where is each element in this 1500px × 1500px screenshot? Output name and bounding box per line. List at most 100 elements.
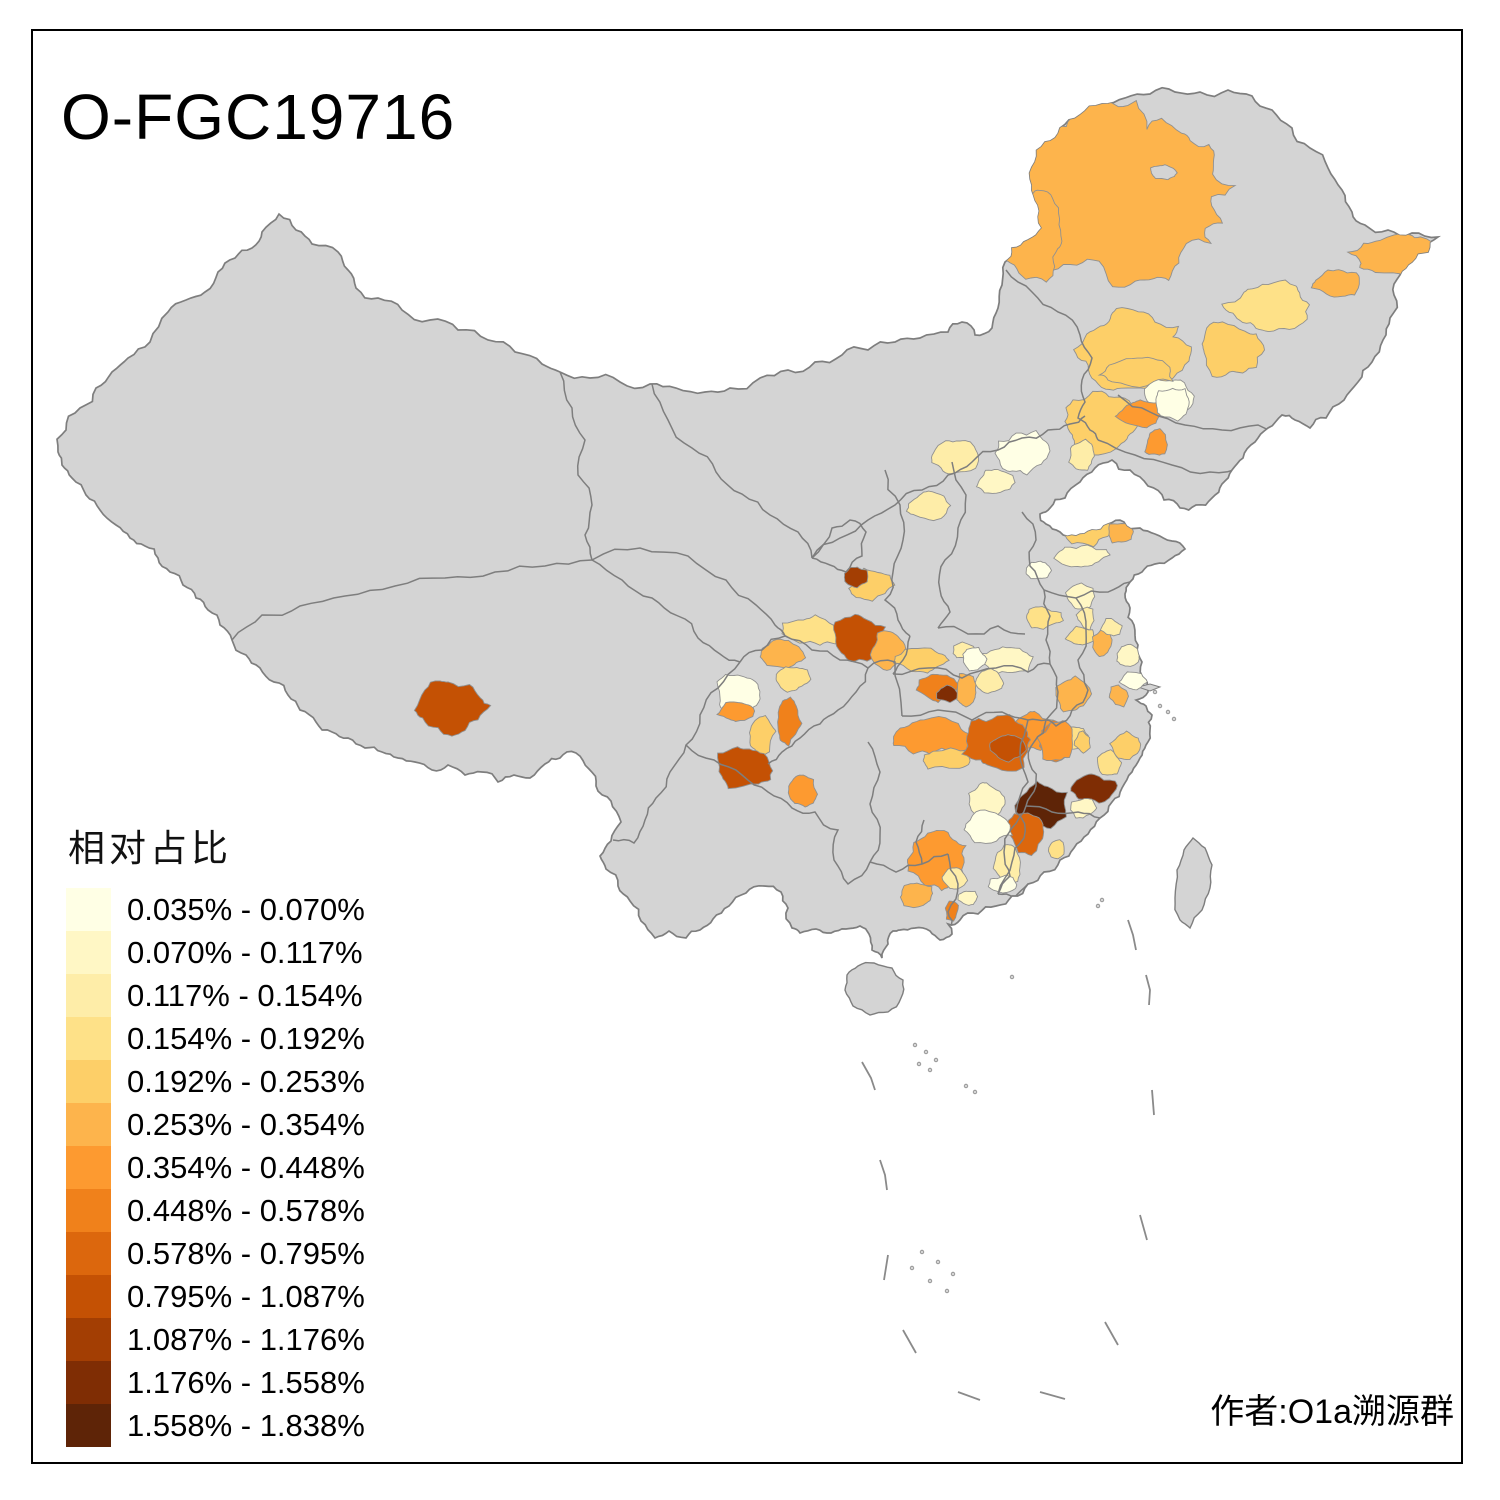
region-lhasa [413, 680, 492, 737]
region-suihua [1221, 279, 1311, 333]
legend-swatch [66, 1060, 111, 1103]
region-chengdu [716, 701, 756, 722]
sea-islet [1171, 716, 1177, 722]
region-longnan [775, 666, 812, 693]
region-changsha-core [989, 734, 1027, 763]
legend-swatch [66, 1103, 111, 1146]
legend-swatch [66, 1318, 111, 1361]
region-nantong [1064, 625, 1097, 646]
legend-item: 1.176% - 1.558% [66, 1361, 365, 1404]
region-hulun-lake [1149, 164, 1178, 181]
legend-label: 1.558% - 1.838% [127, 1407, 365, 1443]
region-shenyang [1155, 387, 1190, 422]
legend-label: 0.795% - 1.087% [127, 1278, 365, 1314]
legend-item: 0.578% - 0.795% [66, 1232, 365, 1275]
legend-label: 1.176% - 1.558% [127, 1364, 365, 1400]
region-zhangjiakou [931, 440, 980, 475]
legend-label: 0.354% - 0.448% [127, 1149, 365, 1185]
legend-label: 0.117% - 0.154% [127, 977, 363, 1013]
legend-item: 0.795% - 1.087% [66, 1275, 365, 1318]
legend-swatch [66, 1232, 111, 1275]
region-tongliao-south [1097, 356, 1174, 388]
prefecture-regions [413, 99, 1438, 922]
sea-islet [1157, 703, 1163, 709]
region-wuhu [1116, 643, 1140, 667]
legend-label: 0.253% - 0.354% [127, 1106, 365, 1142]
region-chenzhou [963, 809, 1014, 844]
region-tongchuan [843, 566, 869, 589]
region-putian [1047, 839, 1065, 860]
taiwan-island [1174, 836, 1213, 930]
legend-swatch [66, 1361, 111, 1404]
legend-swatch [66, 931, 111, 974]
chongming-island [1136, 683, 1162, 692]
legend-item: 1.087% - 1.176% [66, 1318, 365, 1361]
sea-islet [909, 1265, 915, 1271]
author-credit: 作者:O1a溯源群 [1210, 1393, 1454, 1431]
legend-item: 0.117% - 0.154% [66, 974, 365, 1017]
region-wuzhou [957, 890, 979, 906]
region-xinzhou [905, 490, 952, 522]
legend-item: 0.192% - 0.253% [66, 1060, 365, 1103]
region-songyuan [1201, 321, 1265, 378]
sea-islet [1152, 689, 1158, 695]
legend-swatch [66, 974, 111, 1017]
legend-item: 1.558% - 1.838% [66, 1404, 365, 1447]
region-fuzhou [1070, 798, 1098, 819]
legend-swatch [66, 1189, 111, 1232]
region-fuzhou-jiangxi [1073, 730, 1091, 754]
legend-item: 0.035% - 0.070% [66, 888, 365, 931]
sea-islet [927, 1278, 933, 1284]
legend-label: 0.578% - 0.795% [127, 1235, 365, 1271]
sea-islet [963, 1083, 969, 1089]
region-chaoyang [1064, 390, 1142, 456]
region-yichun [1310, 269, 1360, 298]
legend: 相对占比 0.035% - 0.070% 0.070% - 0.117% 0.117… [66, 818, 365, 1447]
region-liuzhou [899, 882, 934, 909]
sea-islet [1099, 897, 1105, 903]
legend-swatch [66, 1275, 111, 1318]
region-qinhuangdao [1068, 438, 1095, 471]
sea-islet [1095, 903, 1101, 909]
region-chuzhou [1099, 617, 1123, 637]
legend-swatch [66, 888, 111, 931]
province-borders [231, 269, 1345, 931]
sea-islet [1165, 709, 1171, 715]
sea-islet [950, 1271, 956, 1277]
legend-label: 0.192% - 0.253% [127, 1063, 365, 1099]
hainan-island [844, 961, 905, 1016]
sea-islet [927, 1067, 933, 1073]
legend-item: 0.253% - 0.354% [66, 1103, 365, 1146]
region-langfang [975, 468, 1016, 494]
legend-item: 0.070% - 0.117% [66, 931, 365, 974]
region-nanchang [1036, 720, 1073, 762]
region-shennongjia [936, 684, 960, 703]
legend-items: 0.035% - 0.070% 0.070% - 0.117% 0.117% - 0… [66, 888, 365, 1447]
sea-islet [923, 1049, 929, 1055]
region-xiangyang [974, 668, 1005, 694]
region-loudi [922, 747, 971, 770]
legend-label: 0.448% - 0.578% [127, 1192, 365, 1228]
legend-swatch [66, 1404, 111, 1447]
region-tianshui [759, 638, 807, 669]
region-ningbo [1109, 730, 1142, 761]
sea-islet [935, 1259, 941, 1265]
sea-islet [944, 1288, 950, 1294]
legend-label: 0.154% - 0.192% [127, 1020, 365, 1056]
legend-label: 0.070% - 0.117% [127, 934, 363, 970]
legend-label: 0.035% - 0.070% [127, 891, 365, 927]
legend-item: 0.154% - 0.192% [66, 1017, 365, 1060]
region-hubei-north [962, 646, 988, 672]
mainland-china [56, 86, 1442, 959]
legend-swatch [66, 1146, 111, 1189]
legend-label: 1.087% - 1.176% [127, 1321, 365, 1357]
legend-swatch [66, 1017, 111, 1060]
sea-islet [919, 1249, 925, 1255]
region-luzhou-chongqing [717, 746, 774, 790]
region-leshan [777, 696, 803, 747]
region-jinzhou [1114, 399, 1162, 429]
sea-islet [912, 1042, 918, 1048]
region-zhoukou [1026, 606, 1064, 630]
sea-islet [933, 1057, 939, 1063]
